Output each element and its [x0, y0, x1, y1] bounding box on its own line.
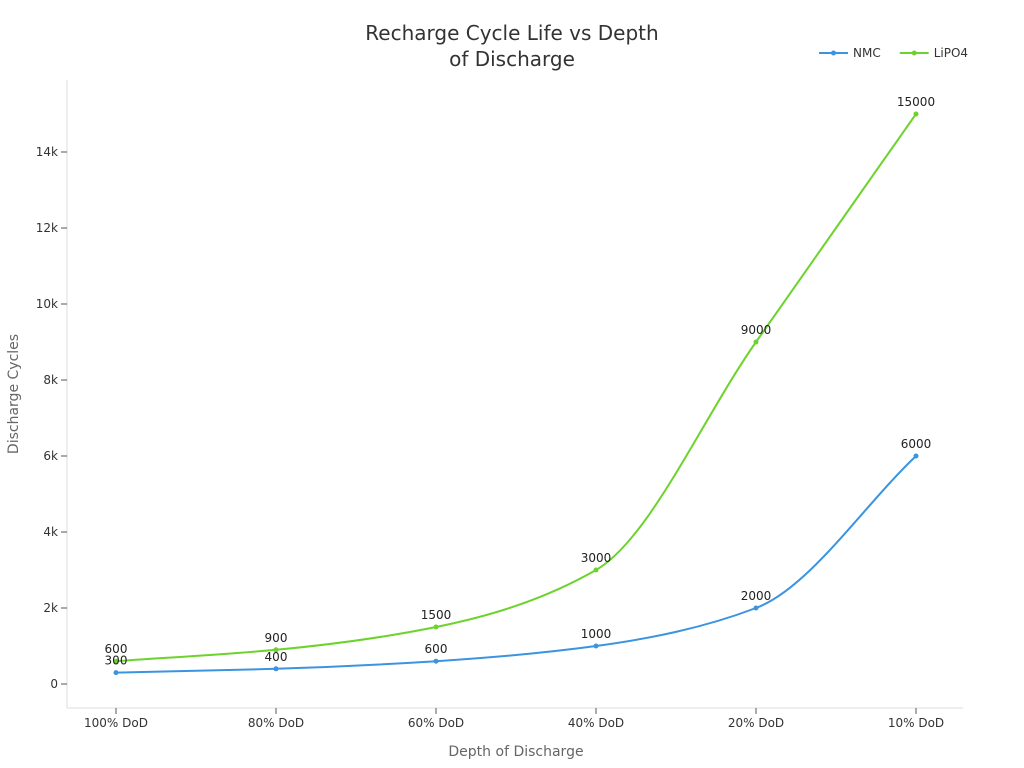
data-labels: 300 400 600 1000 2000 6000 600 900 1500 3000 9000 1… [105, 95, 936, 668]
x-tick-label: 100% DoD [84, 716, 148, 730]
x-tick-label: 80% DoD [248, 716, 304, 730]
y-tick-label: 4k [43, 525, 58, 539]
data-label-nmc: 400 [265, 650, 288, 664]
legend: NMC LiPO4 [819, 46, 968, 60]
data-label-nmc: 1000 [581, 627, 612, 641]
x-tick-label: 40% DoD [568, 716, 624, 730]
series-points [113, 111, 919, 676]
data-point-lipo4 [113, 658, 119, 664]
x-axis-ticks: 100% DoD 80% DoD 60% DoD 40% DoD 20% DoD 10% … [84, 708, 944, 730]
data-label-lipo4: 600 [105, 642, 128, 656]
legend-marker-nmc [831, 50, 836, 56]
series-line-lipo4 [115, 113, 917, 663]
data-label-lipo4: 1500 [421, 608, 452, 622]
y-axis-ticks: 0 2k 4k 6k 8k 10k 12k 14k [36, 145, 67, 691]
data-point-lipo4 [753, 339, 759, 345]
data-point-nmc [753, 605, 759, 611]
data-label-nmc: 300 [105, 654, 128, 668]
y-tick-label: 0 [50, 677, 58, 691]
legend-marker-lipo4 [911, 50, 917, 56]
y-tick-label: 8k [43, 373, 58, 387]
x-axis-title: Depth of Discharge [448, 744, 583, 760]
data-point-lipo4 [273, 647, 279, 653]
y-tick-label: 12k [36, 221, 58, 235]
y-tick-label: 2k [43, 601, 58, 615]
series-lines [115, 113, 917, 674]
data-label-lipo4: 15000 [897, 95, 935, 109]
y-tick-label: 10k [36, 297, 58, 311]
chart-title-line-2: of Discharge [449, 47, 575, 71]
chart-title-line-1: Recharge Cycle Life vs Depth [365, 21, 658, 45]
y-axis-title: Discharge Cycles [6, 334, 22, 454]
x-tick-label: 60% DoD [408, 716, 464, 730]
data-label-lipo4: 9000 [741, 323, 772, 337]
y-tick-label: 14k [36, 145, 58, 159]
x-tick-label: 10% DoD [888, 716, 944, 730]
data-point-nmc [273, 666, 279, 672]
y-tick-label: 6k [43, 449, 58, 463]
data-point-nmc [113, 670, 119, 676]
data-point-lipo4 [433, 624, 439, 630]
data-point-nmc [593, 643, 599, 649]
data-label-lipo4: 3000 [581, 551, 612, 565]
data-label-nmc: 600 [425, 642, 448, 656]
legend-label-nmc: NMC [853, 46, 881, 60]
data-label-nmc: 2000 [741, 589, 772, 603]
legend-label-lipo4: LiPO4 [934, 46, 968, 60]
data-label-nmc: 6000 [901, 437, 932, 451]
x-tick-label: 20% DoD [728, 716, 784, 730]
series-line-nmc [115, 455, 917, 674]
data-point-lipo4 [913, 111, 919, 117]
data-label-lipo4: 900 [265, 631, 288, 645]
data-point-nmc [913, 453, 919, 459]
data-point-nmc [433, 658, 439, 664]
data-point-lipo4 [593, 567, 599, 573]
